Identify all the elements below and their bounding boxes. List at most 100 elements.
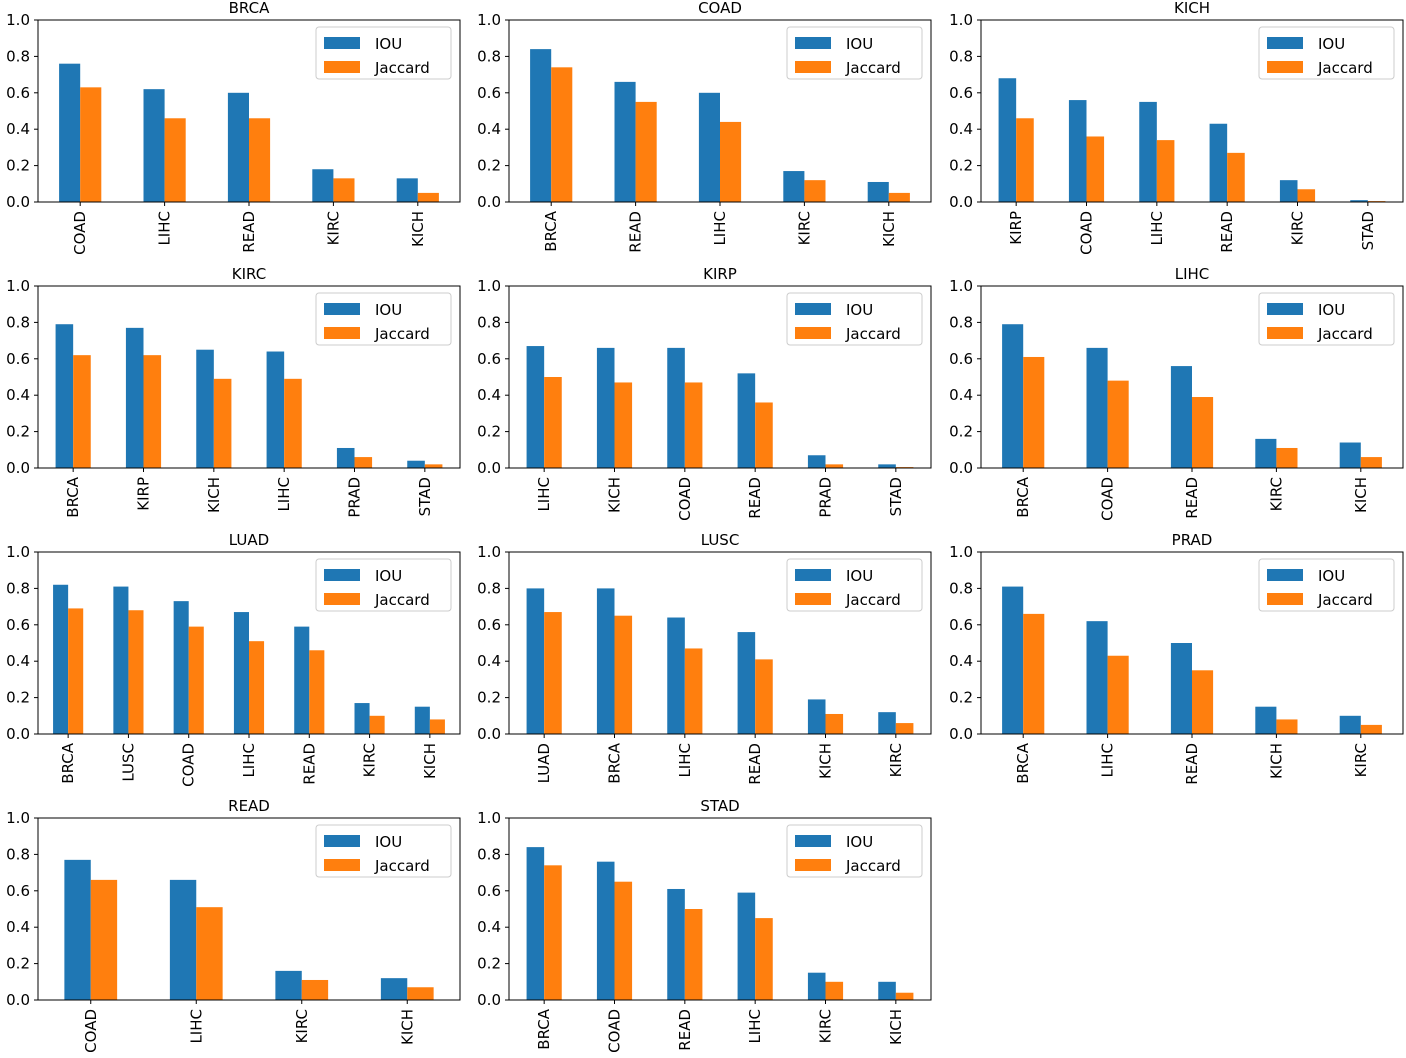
jaccard-legend-label: Jaccard bbox=[845, 325, 901, 343]
x-tick-label: LIHC bbox=[240, 743, 258, 778]
jaccard-legend-swatch bbox=[324, 593, 360, 605]
subplot-title: STAD bbox=[700, 797, 739, 815]
jaccard-bar-kirc bbox=[1297, 189, 1316, 202]
jaccard-bar-kich bbox=[417, 192, 439, 202]
jaccard-bar-lihc bbox=[164, 118, 186, 202]
iou-bar-read bbox=[1170, 643, 1192, 734]
iou-legend-swatch bbox=[324, 37, 360, 49]
y-tick-label: 0.0 bbox=[477, 991, 501, 1009]
y-tick-label: 1.0 bbox=[6, 11, 30, 29]
iou-bar-kirp bbox=[998, 78, 1017, 202]
y-tick-label: 0.0 bbox=[477, 459, 501, 477]
y-tick-label: 0.2 bbox=[949, 689, 973, 707]
jaccard-bar-coad bbox=[684, 382, 703, 468]
jaccard-legend-label: Jaccard bbox=[845, 59, 901, 77]
y-tick-label: 0.0 bbox=[949, 459, 973, 477]
y-tick-label: 0.0 bbox=[477, 725, 501, 743]
y-tick-label: 0.4 bbox=[477, 918, 501, 936]
y-tick-label: 0.0 bbox=[949, 725, 973, 743]
x-tick-label: KICH bbox=[421, 743, 439, 779]
jaccard-bar-kirp bbox=[1016, 118, 1034, 202]
y-tick-label: 0.4 bbox=[477, 120, 501, 138]
jaccard-bar-kirp bbox=[143, 355, 162, 468]
iou-bar-kirc bbox=[878, 712, 896, 734]
iou-bar-lihc bbox=[266, 351, 285, 468]
jaccard-legend-swatch bbox=[795, 327, 831, 339]
y-tick-label: 0.8 bbox=[477, 845, 501, 863]
y-tick-label: 0.2 bbox=[6, 423, 30, 441]
subplot-title: KICH bbox=[1174, 0, 1210, 17]
jaccard-bar-lusc bbox=[128, 610, 144, 734]
y-tick-label: 0.8 bbox=[6, 579, 30, 597]
subplot-title: BRCA bbox=[229, 0, 270, 17]
axes-frame bbox=[508, 817, 932, 1001]
jaccard-legend-swatch bbox=[324, 61, 360, 73]
iou-bar-kirc bbox=[783, 171, 805, 202]
iou-bar-kirc bbox=[807, 972, 826, 1000]
subplot-title: LUSC bbox=[701, 531, 740, 549]
iou-bar-brca bbox=[1002, 586, 1024, 734]
y-tick-label: 0.2 bbox=[477, 423, 501, 441]
iou-bar-lihc bbox=[737, 892, 756, 1000]
jaccard-legend-label: Jaccard bbox=[1317, 59, 1373, 77]
iou-bar-lihc bbox=[233, 612, 249, 734]
y-tick-label: 0.8 bbox=[477, 579, 501, 597]
x-tick-label: KIRP bbox=[135, 477, 153, 511]
x-tick-label: LIHC bbox=[711, 211, 729, 246]
x-tick-label: READ bbox=[240, 211, 258, 253]
y-tick-label: 0.4 bbox=[477, 386, 501, 404]
subplot-prad: PRAD 0.0 0.2 0.4 0.6 0.8 1.0 BRCA LIHC READ KICH KI… bbox=[949, 531, 1404, 785]
subplot-read: READ 0.0 0.2 0.4 0.6 0.8 1.0 COAD LIHC KIRC KICH IO… bbox=[6, 797, 461, 1053]
jaccard-bar-prad bbox=[825, 464, 844, 468]
x-tick-label: KIRC bbox=[324, 211, 342, 245]
iou-bar-kirc bbox=[275, 970, 302, 1000]
x-tick-label: KIRC bbox=[1267, 477, 1285, 511]
iou-bar-coad bbox=[1086, 347, 1108, 468]
y-tick-label: 0.6 bbox=[477, 84, 501, 102]
x-tick-label: COAD bbox=[606, 1009, 624, 1053]
iou-legend-swatch bbox=[1267, 37, 1303, 49]
jaccard-bar-read bbox=[309, 650, 325, 734]
jaccard-bar-kirc bbox=[369, 715, 385, 734]
iou-bar-coad bbox=[596, 861, 615, 1000]
iou-bar-kich bbox=[396, 178, 418, 202]
x-tick-label: KIRC bbox=[1352, 743, 1370, 777]
jaccard-bar-brca bbox=[544, 865, 562, 1000]
jaccard-legend-label: Jaccard bbox=[374, 325, 430, 343]
jaccard-bar-brca bbox=[73, 355, 91, 468]
jaccard-bar-stad bbox=[424, 464, 443, 468]
x-tick-label: BRCA bbox=[606, 742, 624, 783]
iou-legend-swatch bbox=[795, 37, 831, 49]
x-tick-label: STAD bbox=[1359, 211, 1377, 250]
y-tick-label: 0.6 bbox=[949, 350, 973, 368]
y-tick-label: 0.4 bbox=[949, 386, 973, 404]
jaccard-legend-swatch bbox=[324, 327, 360, 339]
jaccard-bar-kirc bbox=[895, 723, 914, 734]
y-tick-label: 0.6 bbox=[477, 616, 501, 634]
jaccard-bar-read bbox=[684, 909, 703, 1000]
x-tick-label: KICH bbox=[880, 211, 898, 247]
legend: IOU Jaccard bbox=[315, 824, 452, 878]
x-tick-label: LIHC bbox=[746, 1009, 764, 1044]
jaccard-bar-read bbox=[1192, 397, 1214, 468]
y-tick-label: 0.8 bbox=[949, 579, 973, 597]
x-tick-label: LUSC bbox=[119, 743, 137, 782]
jaccard-bar-coad bbox=[1086, 136, 1105, 202]
x-tick-label: KIRC bbox=[293, 1009, 311, 1043]
subplot-kich: KICH 0.0 0.2 0.4 0.6 0.8 1.0 KIRP COAD LIHC READ KI… bbox=[949, 0, 1404, 255]
y-tick-label: 0.4 bbox=[6, 918, 30, 936]
jaccard-legend-label: Jaccard bbox=[374, 591, 430, 609]
x-tick-label: READ bbox=[746, 743, 764, 785]
x-tick-label: READ bbox=[746, 477, 764, 519]
y-tick-label: 1.0 bbox=[6, 277, 30, 295]
iou-legend-label: IOU bbox=[375, 833, 402, 851]
iou-bar-read bbox=[1170, 366, 1192, 468]
jaccard-legend-swatch bbox=[795, 61, 831, 73]
jaccard-bar-read bbox=[755, 659, 773, 734]
y-tick-label: 0.6 bbox=[477, 882, 501, 900]
subplot-lusc: LUSC 0.0 0.2 0.4 0.6 0.8 1.0 LUAD BRCA LIHC READ KI… bbox=[477, 531, 932, 785]
jaccard-bar-kirc bbox=[804, 180, 826, 202]
x-tick-label: STAD bbox=[887, 477, 905, 516]
jaccard-bar-luad bbox=[544, 612, 562, 734]
jaccard-bar-coad bbox=[188, 626, 204, 734]
